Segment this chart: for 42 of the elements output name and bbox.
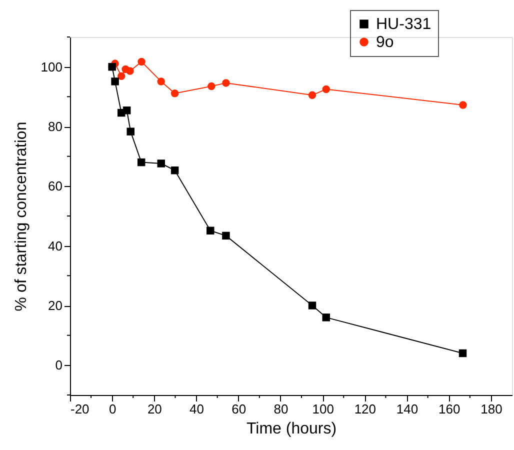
- y-axis-title: % of starting concentration: [12, 122, 30, 312]
- y-tick-label: 100: [40, 59, 62, 74]
- point: [458, 349, 467, 358]
- point: [170, 90, 179, 98]
- point: [122, 65, 130, 74]
- x-tick-label: 120: [354, 402, 376, 416]
- y-tick-label: 60: [48, 178, 62, 194]
- point: [208, 82, 216, 90]
- x-tick-label: 140: [396, 402, 418, 416]
- point: [308, 302, 316, 310]
- x-tick-label: 100: [312, 402, 334, 416]
- point: [157, 160, 166, 168]
- point: [137, 158, 146, 166]
- point: [222, 232, 230, 240]
- x-tick-label: 0: [108, 402, 116, 416]
- x-tick-label: 60: [232, 402, 246, 416]
- point: [117, 72, 126, 80]
- point: [206, 226, 214, 234]
- point: [126, 128, 134, 136]
- y-tick-label: 80: [48, 119, 62, 134]
- point: [157, 78, 166, 86]
- x-tick-label: 80: [274, 402, 288, 416]
- legend-label: HU-331: [376, 16, 432, 33]
- x-tick-label: 160: [438, 402, 460, 416]
- point: [322, 314, 330, 322]
- y-tick-label: 0: [55, 358, 62, 373]
- point: [117, 108, 126, 117]
- y-tick-label: 20: [48, 298, 62, 313]
- point: [222, 79, 230, 87]
- point: [138, 58, 146, 66]
- x-tick-label: 180: [480, 402, 502, 416]
- legend-label: 9o: [376, 34, 394, 51]
- point: [459, 101, 467, 109]
- x-axis-title: Time (hours): [246, 420, 337, 438]
- y-tick-label: 40: [48, 238, 62, 254]
- point: [170, 166, 179, 174]
- x-tick-label: 20: [147, 402, 162, 416]
- point: [322, 85, 330, 94]
- point: [111, 78, 119, 86]
- x-tick-label: -20: [70, 402, 90, 416]
- x-tick-label: 40: [190, 402, 204, 416]
- point: [308, 91, 316, 100]
